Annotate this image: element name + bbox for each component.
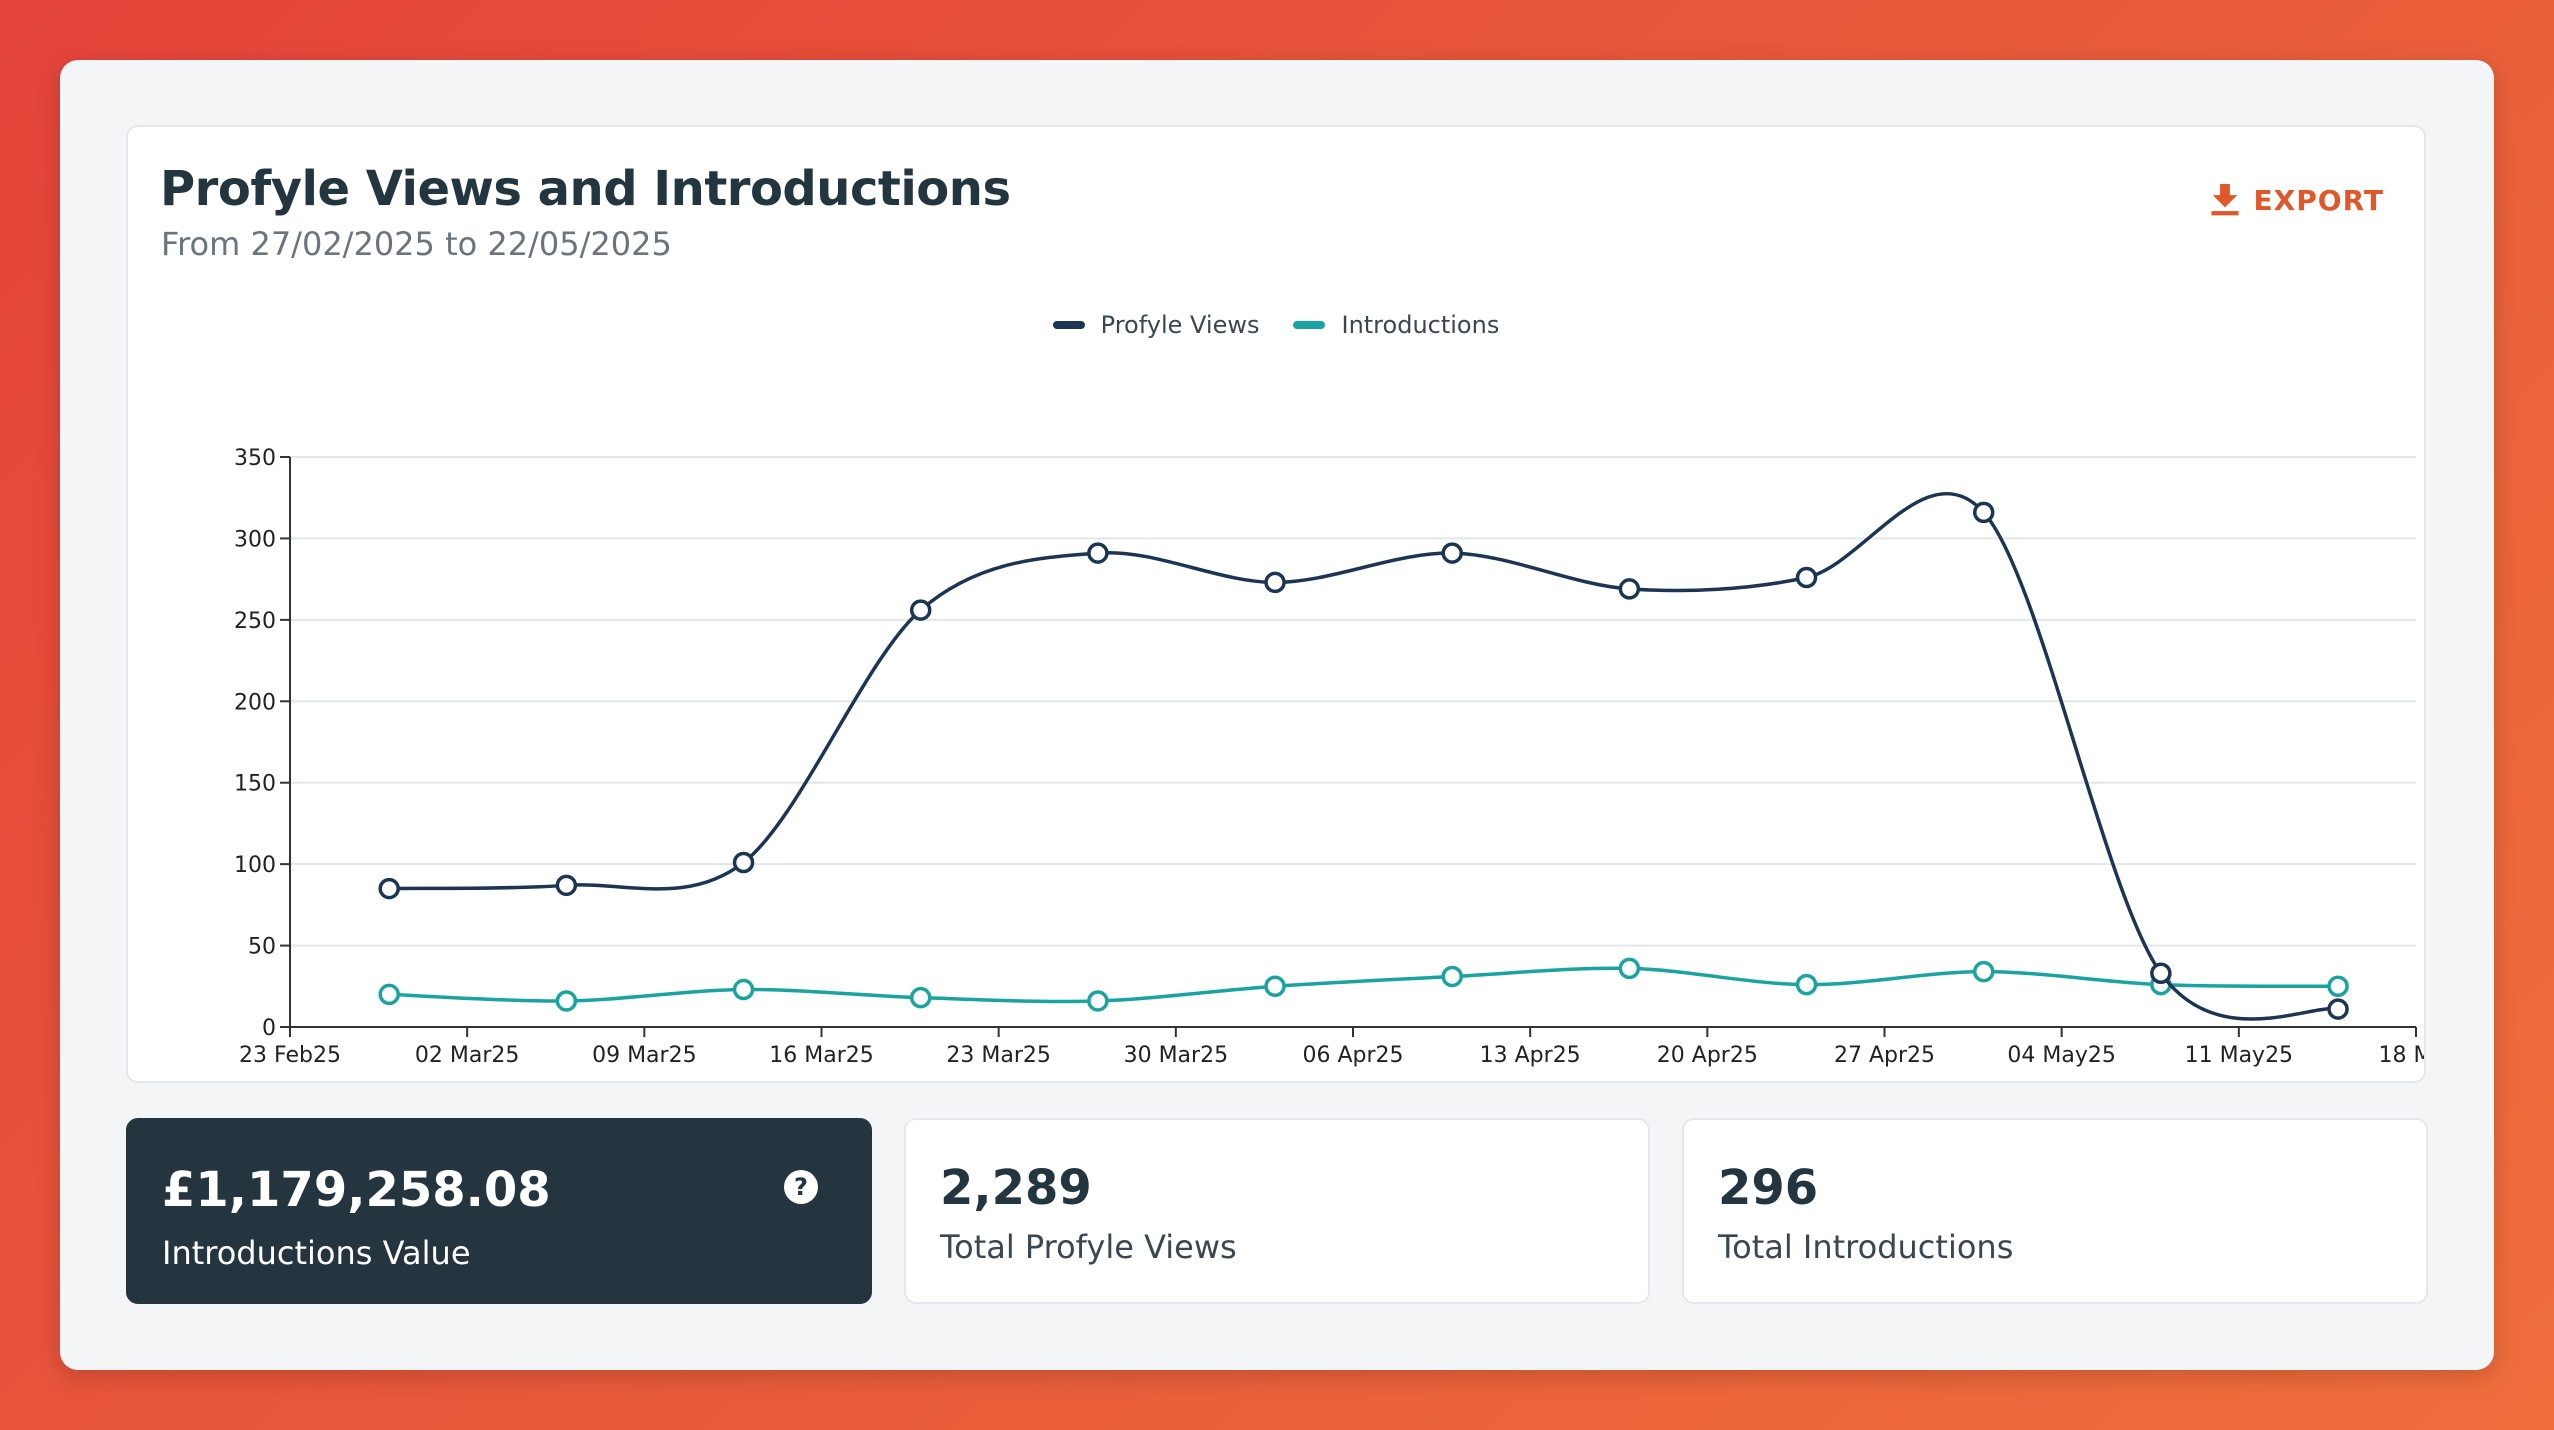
export-button[interactable]: EXPORT — [2210, 175, 2384, 225]
y-tick-label: 50 — [248, 935, 276, 960]
data-point-introductions — [2327, 975, 2349, 998]
y-tick-label: 200 — [234, 690, 276, 715]
x-tick-label: 23 Feb25 — [239, 1043, 341, 1068]
stat-card-introductions-value: £1,179,258.08 Introductions Value ? — [126, 1118, 872, 1304]
data-point-views — [555, 874, 578, 897]
data-point-introductions — [732, 978, 755, 1001]
data-point-views — [732, 851, 755, 874]
x-tick-label: 27 Apr25 — [1834, 1043, 1935, 1068]
x-tick-label: 13 Apr25 — [1480, 1043, 1581, 1068]
x-tick-label: 04 May25 — [2007, 1043, 2115, 1068]
series-line-introductions — [389, 966, 2339, 1004]
stat-label: Introductions Value — [162, 1234, 471, 1272]
chart-legend: Profyle Views Introductions — [128, 311, 2424, 339]
legend-item-views[interactable]: Profyle Views — [1052, 311, 1260, 339]
data-point-introductions — [1264, 975, 1286, 998]
x-tick-label: 02 Mar25 — [415, 1043, 519, 1068]
data-point-introductions — [555, 990, 578, 1012]
y-tick-label: 250 — [234, 609, 276, 634]
y-tick-label: 100 — [234, 853, 276, 878]
x-tick-label: 18 M... — [2379, 1043, 2424, 1068]
date-range-subtitle: From 27/02/2025 to 22/05/2025 — [161, 225, 672, 263]
data-point-views — [1087, 542, 1109, 564]
x-tick-label: 11 May25 — [2185, 1043, 2293, 1068]
dashboard-panel: Profyle Views and Introductions From 27/… — [60, 60, 2494, 1370]
legend-item-introductions[interactable]: Introductions — [1293, 311, 1499, 339]
chart-title: Profyle Views and Introductions — [160, 161, 1011, 217]
y-tick-label: 150 — [234, 772, 276, 797]
stat-card-profyle-views: 2,289 Total Profyle Views — [904, 1118, 1650, 1304]
data-point-introductions — [1795, 973, 1818, 996]
help-icon[interactable]: ? — [784, 1170, 818, 1204]
legend-label-views: Profyle Views — [1100, 311, 1260, 339]
data-point-views — [1618, 578, 1641, 600]
x-tick-label: 23 Mar25 — [946, 1043, 1051, 1068]
stat-value: £1,179,258.08 — [162, 1162, 551, 1218]
data-point-views — [2327, 998, 2349, 1020]
download-icon — [2211, 184, 2239, 216]
data-point-views — [909, 599, 932, 621]
data-point-views — [1795, 566, 1818, 589]
legend-swatch-introductions — [1293, 321, 1326, 329]
legend-swatch-views — [1052, 321, 1085, 329]
stat-label: Total Profyle Views — [940, 1228, 1237, 1266]
data-point-introductions — [1441, 965, 1463, 988]
x-tick-label: 06 Apr25 — [1302, 1043, 1403, 1068]
data-point-views — [2150, 962, 2172, 985]
chart-card: Profyle Views and Introductions From 27/… — [126, 125, 2426, 1083]
data-point-introductions — [1087, 990, 1109, 1012]
series-line-views — [389, 492, 2339, 1021]
data-point-introductions — [909, 986, 932, 1009]
stat-card-introductions: 296 Total Introductions — [1682, 1118, 2428, 1304]
stat-value: 296 — [1718, 1160, 1819, 1216]
line-chart: 0 50 100 150 200 250 300 350 23 Feb25 02 Mar25 09 … — [234, 446, 2424, 1068]
data-point-introductions — [378, 983, 400, 1006]
export-label: EXPORT — [2253, 183, 2384, 217]
stat-label: Total Introductions — [1718, 1228, 2014, 1266]
x-tick-label: 16 Mar25 — [769, 1043, 874, 1068]
data-point-views — [1441, 542, 1463, 564]
y-tick-label: 0 — [262, 1016, 276, 1041]
legend-label-introductions: Introductions — [1341, 311, 1500, 339]
x-tick-label: 20 Apr25 — [1657, 1043, 1758, 1068]
data-point-introductions — [1618, 957, 1641, 980]
y-tick-label: 300 — [234, 527, 276, 552]
stat-value: 2,289 — [940, 1160, 1092, 1216]
y-tick-label: 350 — [234, 446, 276, 471]
data-point-views — [1264, 571, 1286, 594]
x-tick-label: 09 Mar25 — [592, 1043, 697, 1068]
data-point-introductions — [1972, 960, 1995, 983]
x-tick-label: 30 Mar25 — [1124, 1043, 1229, 1068]
data-point-views — [378, 877, 400, 900]
data-point-views — [1972, 501, 1995, 524]
